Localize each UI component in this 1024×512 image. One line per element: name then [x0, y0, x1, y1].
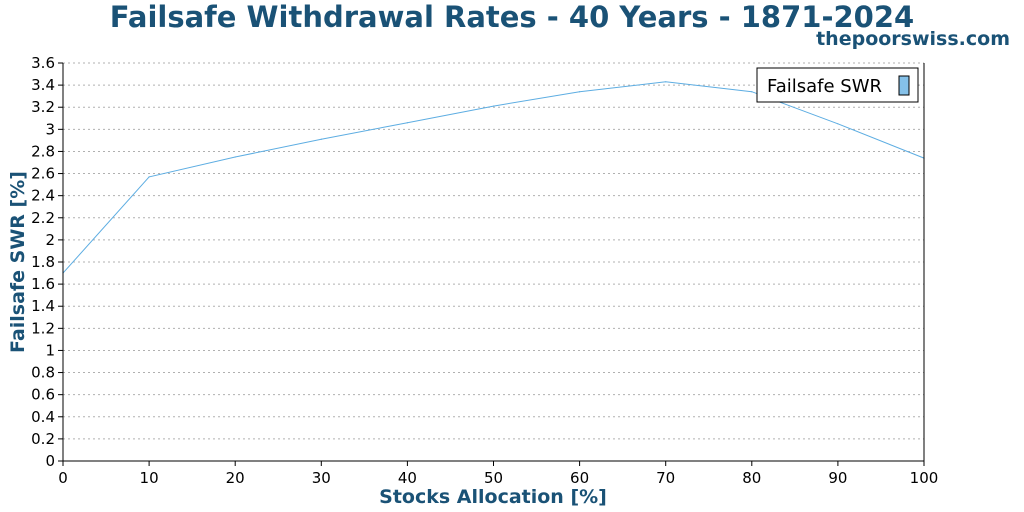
y-tick-label: 1.4 [31, 297, 55, 315]
x-tick-label: 10 [140, 469, 159, 487]
y-tick-label: 3 [45, 120, 55, 138]
data-point [148, 176, 150, 178]
y-tick-label: 0.6 [31, 386, 55, 404]
x-tick-label: 70 [656, 469, 675, 487]
y-tick-label: 0.4 [31, 408, 55, 426]
y-tick-label: 1 [45, 341, 55, 359]
x-tick-label: 0 [58, 469, 68, 487]
legend-swatch [898, 75, 910, 96]
x-tick-label: 90 [828, 469, 847, 487]
data-point [665, 81, 667, 83]
data-point [320, 138, 322, 140]
legend-label: Failsafe SWR [767, 76, 882, 97]
x-tick-label: 20 [226, 469, 245, 487]
y-tick-label: 2.4 [31, 187, 55, 205]
y-axis-label: Failsafe SWR [%] [7, 171, 29, 353]
legend: Failsafe SWR [756, 67, 919, 103]
y-tick-label: 2.2 [31, 209, 55, 227]
y-tick-label: 0.8 [31, 364, 55, 382]
data-point [492, 105, 495, 107]
y-tick-label: 2.8 [31, 142, 55, 160]
data-point [234, 156, 236, 158]
data-point [837, 123, 839, 125]
y-tick-label: 0 [45, 452, 55, 470]
y-tick-label: 0.2 [31, 430, 55, 448]
y-tick-label: 2 [45, 231, 55, 249]
x-ticks: 0 10 20 30 40 50 60 70 80 90 100 [58, 461, 938, 487]
x-tick-label: 100 [910, 469, 939, 487]
data-point [406, 122, 408, 124]
x-tick-label: 40 [398, 469, 417, 487]
y-tick-label: 1.6 [31, 275, 55, 293]
legend-box [756, 67, 919, 103]
x-tick-label: 60 [570, 469, 589, 487]
y-ticks: 0 0.2 0.4 0.6 0.8 1 1.2 1.4 1.6 1.8 2 2.2 2.4 2.6 2.8 3… [31, 54, 63, 470]
x-axis-label: Stocks Allocation [%] [379, 486, 607, 508]
y-tick-label: 1.8 [31, 253, 55, 271]
y-tick-label: 3.6 [31, 54, 55, 72]
data-point [579, 91, 581, 93]
y-tick-label: 3.2 [31, 98, 55, 116]
watermark: thepoorswiss.com [816, 28, 1010, 50]
grid-layer [63, 62, 924, 440]
data-point [751, 91, 753, 93]
series-layer [62, 81, 925, 274]
x-tick-label: 80 [742, 469, 761, 487]
y-tick-label: 1.2 [31, 319, 55, 337]
y-tick-label: 2.6 [31, 165, 55, 183]
x-tick-label: 30 [312, 469, 331, 487]
x-tick-label: 50 [484, 469, 503, 487]
y-tick-label: 3.4 [31, 76, 55, 94]
chart-title: Failsafe Withdrawal Rates - 40 Years - 1… [109, 0, 915, 34]
series-line [62, 81, 925, 274]
